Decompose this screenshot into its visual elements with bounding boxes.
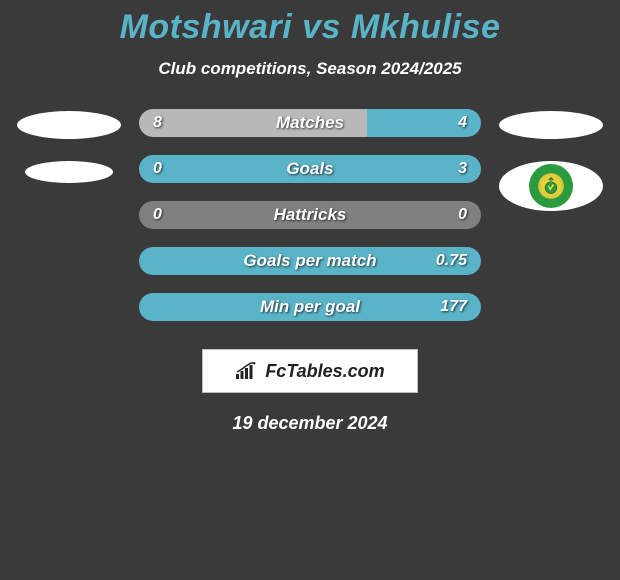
stat-bar-goals-per-match: Goals per match 0.75 xyxy=(139,247,481,275)
stat-bar-goals: Goals 0 3 xyxy=(139,155,481,183)
right-ellipse-1 xyxy=(499,111,603,139)
stat-label: Goals per match xyxy=(243,251,376,271)
right-team-logo xyxy=(499,161,603,211)
stats-column: Matches 8 4 Goals 0 3 Hattricks 0 0 Goals per mat… xyxy=(139,109,481,321)
branding-text: FcTables.com xyxy=(265,361,384,382)
main-row: Matches 8 4 Goals 0 3 Hattricks 0 0 Goals per mat… xyxy=(0,109,620,321)
stat-label: Hattricks xyxy=(274,205,347,225)
stat-value-left: 8 xyxy=(153,114,162,132)
stat-value-right: 4 xyxy=(458,114,467,132)
stat-value-right: 177 xyxy=(440,298,467,316)
stat-value-right: 0 xyxy=(458,206,467,224)
page-title: Motshwari vs Mkhulise xyxy=(0,8,620,47)
branding-box[interactable]: FcTables.com xyxy=(202,349,418,393)
stat-label: Min per goal xyxy=(260,297,360,317)
right-team-col xyxy=(499,109,603,211)
stat-label: Matches xyxy=(276,113,344,133)
chart-icon xyxy=(235,362,259,380)
subtitle: Club competitions, Season 2024/2025 xyxy=(0,59,620,79)
stat-value-left: 0 xyxy=(153,160,162,178)
stat-bar-hattricks: Hattricks 0 0 xyxy=(139,201,481,229)
stat-value-right: 3 xyxy=(458,160,467,178)
left-ellipse-2 xyxy=(25,161,113,183)
left-ellipse-1 xyxy=(17,111,121,139)
date-label: 19 december 2024 xyxy=(0,413,620,434)
stat-bar-matches: Matches 8 4 xyxy=(139,109,481,137)
stat-value-right: 0.75 xyxy=(436,252,467,270)
left-team-col xyxy=(17,109,121,183)
stat-label: Goals xyxy=(286,159,333,179)
comparison-widget: Motshwari vs Mkhulise Club competitions,… xyxy=(0,0,620,434)
stat-bar-min-per-goal: Min per goal 177 xyxy=(139,293,481,321)
team-crest-icon xyxy=(529,164,573,208)
stat-value-left: 0 xyxy=(153,206,162,224)
